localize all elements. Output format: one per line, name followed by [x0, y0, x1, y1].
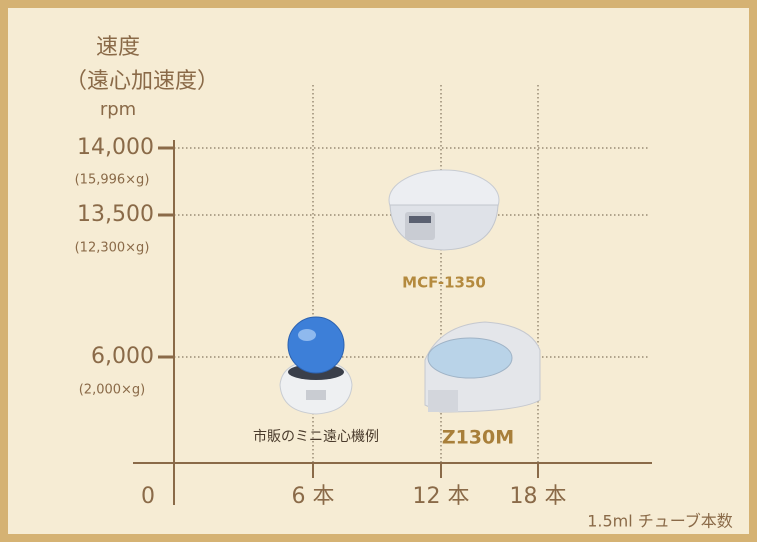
- x-axis-title: 1.5ml チューブ本数: [587, 512, 733, 531]
- device-z130m: [424, 321, 541, 413]
- device-mcf1350: [388, 169, 500, 251]
- x-origin-label: 0: [141, 484, 155, 509]
- x-tick-label: 18 本: [510, 484, 567, 509]
- y-tick-note: (2,000×g): [79, 383, 146, 398]
- y-axis-subtitle: （遠心加速度）: [65, 69, 219, 94]
- y-axis-unit: rpm: [100, 99, 136, 120]
- y-tick-note: (12,300×g): [75, 241, 150, 256]
- x-tick-label: 12 本: [413, 484, 470, 509]
- y-tick-note: (15,996×g): [75, 173, 150, 188]
- y-axis-title: 速度: [96, 35, 140, 60]
- y-tick-label: 13,500: [77, 202, 154, 227]
- y-tick-label: 6,000: [91, 344, 154, 369]
- y-tick-label: 14,000: [77, 135, 154, 160]
- x-tick-label: 6 本: [292, 484, 335, 509]
- product-label: MCF-1350: [402, 274, 486, 292]
- product-label: 市販のミニ遠心機例: [253, 428, 379, 445]
- device-mini: [279, 316, 353, 415]
- product-label: Z130M: [442, 427, 514, 449]
